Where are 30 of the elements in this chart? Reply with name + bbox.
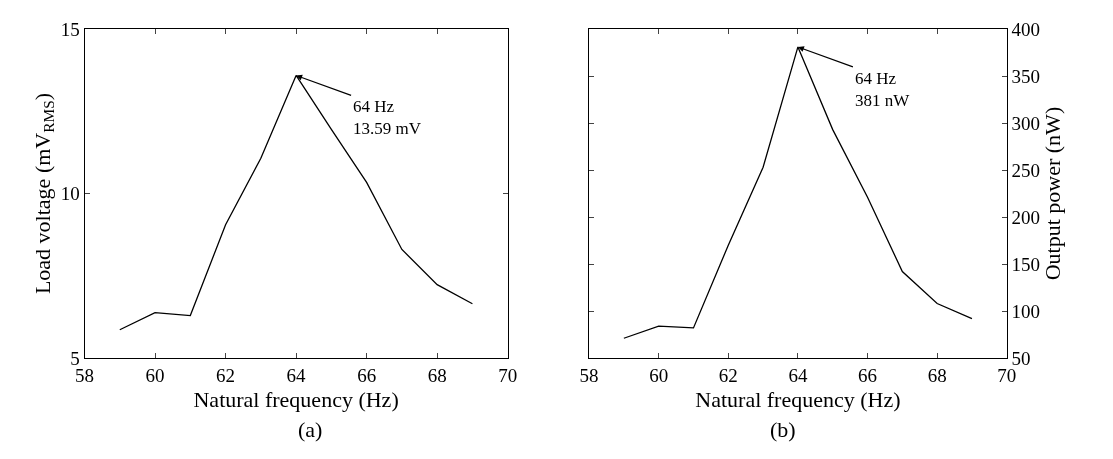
text: (b) — [770, 417, 796, 442]
annotation: 64 Hz 381 nW — [855, 69, 911, 111]
y-tick-label: 15 — [60, 18, 80, 40]
x-tick-label: 68 — [427, 364, 447, 386]
x-tick-label: 62 — [216, 364, 236, 386]
y-tick-label: 100 — [1011, 300, 1041, 322]
x-tick-label: 64 — [286, 364, 307, 386]
y-tick-label: 200 — [1011, 206, 1041, 228]
x-tick-label: 58 — [579, 364, 599, 386]
y-tick-label: 10 — [60, 183, 80, 205]
x-tick-label: 68 — [927, 364, 947, 386]
x-axis-title: Natural frequency (Hz) — [695, 386, 901, 412]
y-tick-label: 350 — [1011, 65, 1041, 87]
y-tick-label: 400 — [1011, 18, 1041, 40]
line-series — [119, 74, 474, 331]
x-axis-title: Natural frequency (Hz) — [193, 386, 399, 412]
annotation: 64 Hz 13.59 mV — [353, 97, 422, 139]
y-tick-label: 300 — [1011, 112, 1041, 134]
text: (a) — [298, 417, 323, 442]
x-tick-label: 64 — [788, 364, 808, 386]
y-tick-label: 250 — [1011, 159, 1041, 181]
x-tick-label: 70 — [498, 364, 518, 386]
line-series — [623, 46, 973, 339]
y-tick-label: 150 — [1011, 253, 1041, 275]
x-tick-label: 60 — [649, 364, 669, 386]
x-tick-label: 60 — [145, 364, 165, 386]
y-axis-title: Output power (nW) — [1040, 106, 1066, 281]
x-tick-label: 66 — [357, 364, 377, 386]
x-tick-label: 62 — [718, 364, 738, 386]
x-tick-label: 66 — [858, 364, 878, 386]
